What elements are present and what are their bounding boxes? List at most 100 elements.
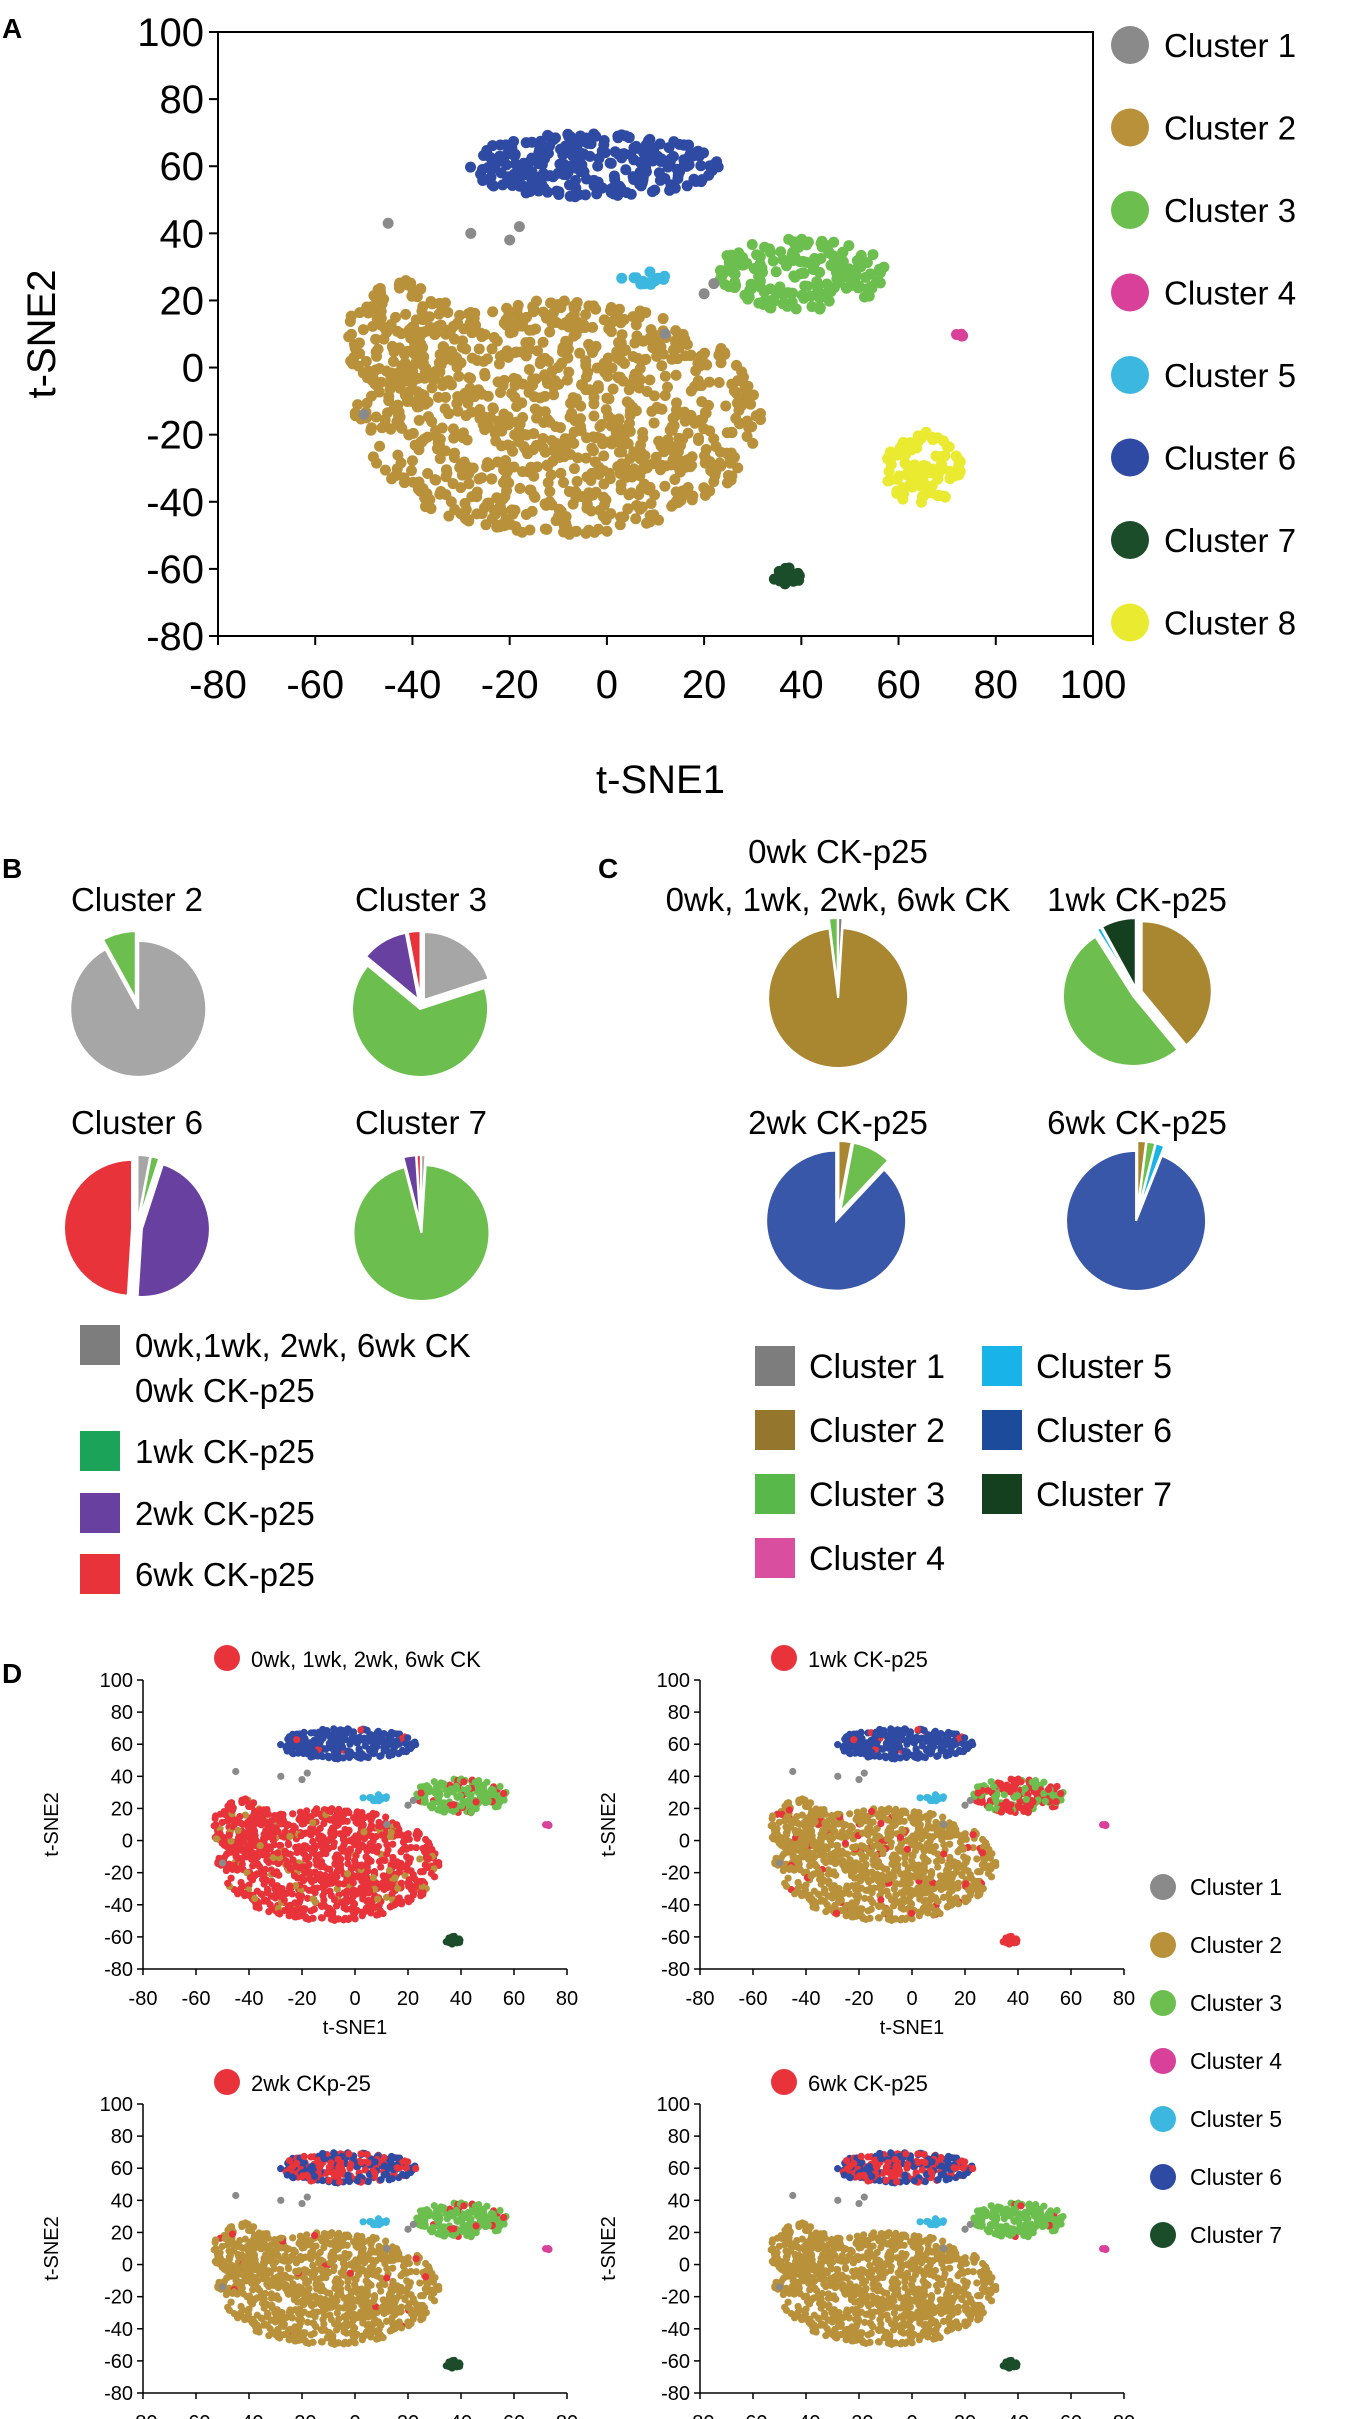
point-highlight (379, 1909, 387, 1918)
point-highlight (311, 1888, 319, 1897)
point-cluster-2 (544, 416, 556, 428)
y-tick-label-d: 60 (111, 1734, 133, 1756)
legend-label-c: Cluster 3 (809, 1476, 945, 1514)
point-cluster-2 (622, 438, 634, 450)
point-cluster-6 (324, 1744, 332, 1752)
y-tick-label-a: 20 (160, 279, 205, 323)
point-highlight (366, 1825, 374, 1833)
point-cluster-2 (808, 1894, 816, 1903)
y-axis-label-d: t-SNE2 (41, 1792, 63, 1856)
pie-title-c-2: 0wk CK-p25 (748, 833, 928, 870)
point-highlight (304, 1829, 312, 1837)
legend-swatch-c (755, 1346, 795, 1386)
point-cluster-6 (488, 180, 500, 192)
point-cluster-2 (973, 1855, 981, 1863)
x-tick-label-d: -60 (739, 1988, 768, 2010)
pie-title-b: Cluster 2 (71, 881, 203, 918)
point-cluster-1 (513, 221, 525, 233)
point-highlight (333, 1873, 341, 1881)
legend-label-c: Cluster 2 (809, 1412, 945, 1450)
point-cluster-6 (884, 1735, 892, 1743)
legend-swatch-c (755, 1410, 795, 1450)
point-cluster-2 (583, 338, 595, 350)
point-highlight (327, 1816, 335, 1824)
point-cluster-2 (567, 498, 579, 510)
point-cluster-2 (884, 1915, 892, 1923)
point-cluster-6 (353, 1753, 361, 1761)
point-cluster-2 (795, 1796, 803, 1804)
point-cluster-2 (775, 1818, 783, 1826)
point-cluster-2 (936, 1909, 944, 1918)
legend-swatch-b (80, 1431, 120, 1471)
point-highlight (1044, 1785, 1053, 1794)
legend-label-c: Cluster 5 (1036, 1348, 1172, 1386)
point-cluster-2 (890, 1807, 898, 1815)
panel-a: A-80 -60 -40 -20 0 20 40 60 80 100-80-60-40-20020… (2, 11, 1296, 802)
point-cluster-2 (794, 1878, 802, 1887)
point-cluster-2 (858, 1913, 866, 1921)
y-tick-label-a: -20 (146, 414, 204, 458)
point-cluster-2 (343, 1870, 352, 1878)
point-cluster-2 (430, 425, 442, 437)
point-cluster-2 (539, 406, 551, 418)
point-cluster-2 (408, 322, 420, 334)
point-cluster-3 (430, 1778, 438, 1786)
point-highlight (386, 1883, 394, 1891)
point-cluster-3 (1010, 1793, 1019, 1801)
x-tick-label-a: 60 (876, 663, 921, 707)
point-cluster-2 (894, 1898, 903, 1906)
point-cluster-3 (457, 1802, 466, 1810)
point-cluster-6 (628, 174, 640, 186)
point-cluster-2 (417, 357, 429, 369)
point-cluster-2 (937, 1874, 946, 1882)
point-highlight (435, 1858, 443, 1867)
point-cluster-2 (570, 525, 582, 537)
point-cluster-2 (659, 370, 671, 382)
point-cluster-2 (629, 368, 641, 380)
y-tick-label-d: 20 (668, 1798, 690, 1820)
point-cluster-2 (817, 1897, 825, 1905)
point-cluster-6 (327, 1735, 335, 1743)
point-cluster-6 (598, 134, 610, 146)
legend-swatch-a (1111, 26, 1149, 64)
point-cluster-2 (812, 1904, 820, 1912)
point-cluster-6 (625, 188, 637, 200)
point-cluster-2 (479, 367, 491, 379)
point-cluster-2 (950, 1821, 958, 1829)
point-highlight (358, 1815, 367, 1823)
point-cluster-2 (568, 300, 580, 312)
point-cluster-6 (921, 1735, 929, 1743)
point-cluster-1 (775, 1859, 784, 1867)
point-cluster-7 (455, 1935, 463, 1943)
point-cluster-2 (354, 307, 366, 319)
y-tick-label-a: -40 (146, 481, 204, 525)
point-cluster-2 (775, 1839, 783, 1847)
point-highlight (296, 1816, 304, 1824)
point-cluster-2 (494, 521, 506, 533)
point-highlight (284, 1821, 293, 1829)
point-highlight (358, 1912, 366, 1920)
pie-b-2 (351, 930, 490, 1078)
point-cluster-2 (616, 329, 628, 341)
point-cluster-2 (452, 317, 464, 329)
point-cluster-2 (433, 308, 445, 320)
point-cluster-2 (451, 352, 463, 364)
point-cluster-3 (987, 1778, 995, 1786)
point-cluster-2 (427, 372, 439, 384)
y-tick-label-a: 0 (182, 347, 204, 391)
point-cluster-2 (720, 400, 732, 412)
point-cluster-6 (554, 158, 566, 170)
point-cluster-6 (345, 1753, 354, 1762)
point-cluster-2 (714, 457, 726, 469)
point-cluster-2 (512, 299, 524, 311)
point-highlight (349, 1879, 357, 1887)
point-cluster-6 (570, 142, 582, 154)
point-cluster-2 (532, 345, 544, 357)
point-cluster-6 (654, 138, 666, 150)
legend-label-c: Cluster 1 (809, 1348, 945, 1386)
point-cluster-2 (822, 1859, 830, 1867)
y-tick-label-a: -60 (146, 548, 204, 592)
point-cluster-2 (489, 508, 501, 520)
